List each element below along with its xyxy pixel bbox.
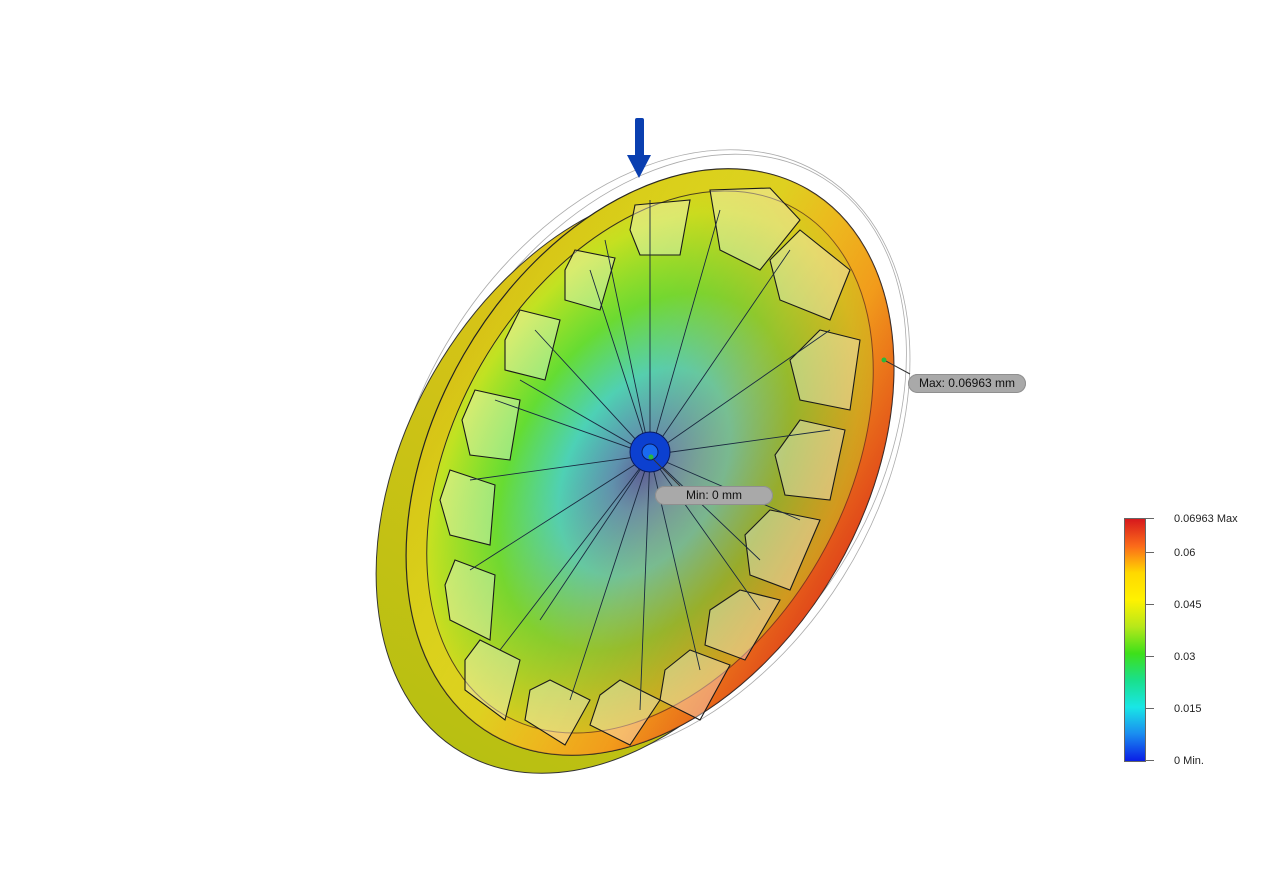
legend-tick [1146, 760, 1154, 761]
legend-label-max: 0.06963 Max [1174, 513, 1238, 525]
legend-label: 0.06 [1174, 547, 1196, 559]
down-arrow-icon[interactable] [627, 118, 651, 178]
hub [629, 431, 671, 473]
probe-leaders [648, 357, 911, 487]
color-legend: 0.06963 Max 0.06 0.045 0.03 0.015 0 Min. [1124, 513, 1274, 768]
legend-gradient-bar [1124, 518, 1146, 762]
legend-tick [1146, 518, 1154, 519]
max-probe-label[interactable]: Max: 0.06963 mm [908, 374, 1026, 393]
legend-tick [1146, 708, 1154, 709]
legend-label: 0.015 [1174, 703, 1202, 715]
min-probe-label[interactable]: Min: 0 mm [655, 486, 773, 505]
legend-tick [1146, 552, 1154, 553]
legend-label: 0.03 [1174, 651, 1196, 663]
legend-label-min: 0 Min. [1174, 755, 1204, 767]
legend-label: 0.045 [1174, 599, 1202, 611]
legend-tick [1146, 656, 1154, 657]
legend-tick [1146, 604, 1154, 605]
lattice-cells [439, 187, 861, 746]
